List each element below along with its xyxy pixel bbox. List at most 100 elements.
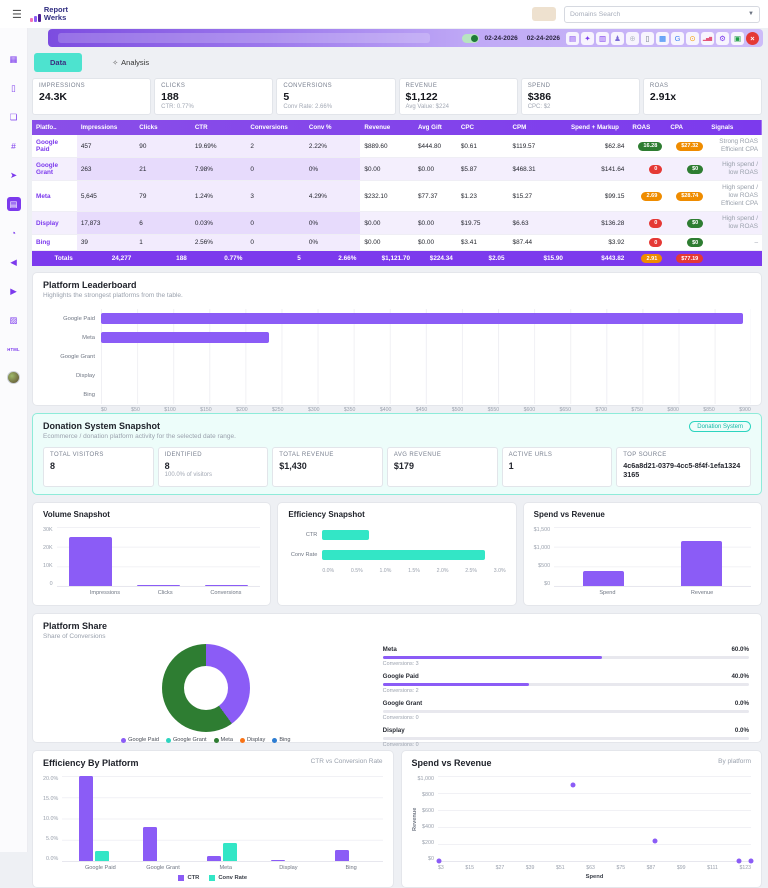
phone-icon[interactable]: ▯ — [641, 31, 654, 45]
legend-item-ctr[interactable]: CTR — [178, 875, 199, 881]
sidebar-item-video-icon[interactable]: ▶ — [10, 285, 17, 296]
col-header-avg-gift[interactable]: Avg Gift — [418, 124, 442, 131]
person-icon[interactable]: ♟ — [611, 31, 624, 45]
col-header-clicks[interactable]: Clicks — [139, 124, 158, 131]
bar-ctr[interactable] — [207, 855, 222, 861]
legend-item-google-paid[interactable]: Google Paid — [121, 737, 159, 743]
sidebar-item-cursor-icon[interactable]: ➤ — [9, 169, 18, 180]
sidebar-item-image-icon[interactable]: ▨ — [9, 314, 18, 325]
gear-icon[interactable]: ⚙ — [716, 31, 729, 45]
cell-cpc: $5.87 — [456, 157, 509, 181]
date-start[interactable]: 02-24-2026 — [484, 34, 518, 42]
chevron-down-icon[interactable]: ▼ — [748, 11, 754, 17]
google-icon[interactable]: G — [671, 31, 684, 45]
table-header-row: Platfo.. Impressions Clicks CTR Conversions C… — [32, 120, 762, 135]
key-icon[interactable]: ✦ — [581, 31, 594, 45]
col-header-signals[interactable]: Signals — [711, 124, 734, 131]
x-axis: Google Paid Google Grant Meta Display Bing — [69, 865, 383, 871]
data-point-bing[interactable] — [436, 858, 442, 864]
sidebar-item-chat-icon[interactable]: ❏ — [9, 111, 18, 122]
globe-icon[interactable]: ⊕ — [626, 31, 639, 45]
sidebar-item-dashboard-icon[interactable]: ▦ — [9, 53, 18, 64]
wallet-icon[interactable]: ▥ — [596, 31, 609, 45]
billing-card-icon[interactable]: ▤ — [566, 31, 579, 45]
data-point-google-paid[interactable] — [570, 782, 576, 788]
legend-swatch — [209, 875, 216, 881]
cell-conv_pct: 4.29% — [304, 180, 361, 212]
col-header-conversions[interactable]: Conversions — [250, 124, 288, 131]
search-input[interactable] — [570, 10, 745, 18]
col-header-conv-[interactable]: Conv % — [308, 124, 332, 131]
legend-item-display[interactable]: Display — [239, 737, 265, 743]
y-tick: 20K — [43, 545, 53, 551]
legend-item-bing[interactable]: Bing — [272, 737, 291, 743]
table-body: Google Paid 457 90 19.69% 2 2.22% $889.60 $444.… — [32, 135, 762, 266]
sidebar-item-html-icon[interactable]: HTML — [7, 346, 20, 352]
col-header-platfo-[interactable]: Platfo.. — [36, 124, 57, 131]
roas-badge: 2.69 — [641, 191, 663, 201]
bar-revenue[interactable] — [681, 541, 723, 586]
bar-ctr[interactable] — [322, 530, 370, 540]
bar-ctr[interactable] — [143, 826, 158, 861]
col-header-ctr[interactable]: CTR — [194, 124, 208, 131]
data-point-meta[interactable] — [652, 838, 658, 844]
tab-data[interactable]: Data — [34, 53, 83, 72]
user-avatar[interactable] — [7, 371, 20, 384]
bar-conv-rate[interactable] — [95, 851, 110, 861]
col-header-roas[interactable]: ROAS — [632, 124, 651, 131]
col-header-cpc[interactable]: CPC — [460, 124, 474, 131]
x-tick: $39 — [525, 865, 535, 871]
table-row: Bing 39 1 2.56% 0 0% $0.00 $0.00 $3.41 $87.44 $3.9… — [32, 234, 762, 251]
meta-icon[interactable]: ▦ — [656, 31, 669, 45]
bar[interactable] — [101, 313, 744, 324]
legend-item-conv-rate[interactable]: Conv Rate — [209, 875, 247, 881]
cell-platform[interactable]: Bing — [32, 234, 77, 251]
hamburger-menu-icon[interactable]: ☰ — [12, 8, 22, 21]
tab-label: Data — [50, 58, 67, 67]
bar-slot — [574, 527, 633, 586]
col-header-cpm[interactable]: CPM — [512, 124, 527, 131]
sidebar-item-filters-icon[interactable]: # — [11, 141, 16, 151]
bar-ctr[interactable] — [79, 776, 94, 861]
col-header-cpa[interactable]: CPA — [670, 124, 683, 131]
app-logo[interactable]: Report Werks — [29, 6, 68, 22]
data-point-google-grant[interactable] — [748, 858, 754, 864]
save-icon[interactable]: ▣ — [731, 31, 744, 45]
legend-item-google-grant[interactable]: Google Grant — [165, 737, 207, 743]
col-header-revenue[interactable]: Revenue — [364, 124, 391, 131]
cell-platform[interactable]: Meta — [32, 180, 77, 212]
bar-ctr[interactable] — [271, 860, 286, 861]
bar-label: Conv Rate — [290, 552, 318, 558]
bar-conv-rate[interactable] — [322, 550, 485, 560]
close-icon[interactable]: × — [746, 31, 759, 45]
tab-analysis[interactable]: ✧ Analysis — [96, 53, 165, 72]
cell-platform[interactable]: Google Paid — [32, 135, 77, 158]
leaderboard-plot: Google Paid Meta Google Grant Display Bing — [60, 309, 751, 404]
y-tick: $0 — [544, 581, 551, 587]
cell-platform[interactable]: Display — [32, 211, 77, 235]
sidebar-item-device-panel-icon[interactable]: ▯ — [11, 82, 16, 93]
chart-icon[interactable]: ▂▅▇ — [701, 31, 714, 45]
x-tick: $450 — [415, 407, 428, 413]
date-end[interactable]: 02-24-2026 — [526, 34, 560, 42]
bar-clicks[interactable] — [137, 585, 180, 586]
bar[interactable] — [101, 332, 269, 343]
x-tick: 2.0% — [436, 568, 449, 574]
sidebar-item-megaphone-icon[interactable]: ◀ — [10, 256, 17, 267]
search-lens-icon[interactable]: ⊙ — [686, 31, 699, 45]
x-axis: Spend Revenue — [562, 590, 751, 596]
sidebar-item-card-icon[interactable]: ▤ — [6, 197, 21, 211]
bar-conversions[interactable] — [204, 585, 248, 586]
domains-search-box[interactable]: ▼ — [564, 5, 760, 23]
col-header-impressions[interactable]: Impressions — [80, 124, 118, 131]
bar-impressions[interactable] — [69, 537, 112, 586]
cell-cpm: $6.63 — [508, 211, 567, 235]
legend-item-meta[interactable]: Meta — [213, 737, 233, 743]
data-point-display[interactable] — [736, 858, 742, 864]
cell-signals: High spend / low ROAS — [707, 211, 762, 235]
sidebar-item-clock-icon[interactable]: ◔ — [10, 228, 17, 238]
cell-platform[interactable]: Google Grant — [32, 157, 77, 181]
col-header-spend-markup[interactable]: Spend + Markup — [570, 124, 619, 131]
bar-spend[interactable] — [582, 570, 625, 586]
toggle-switch[interactable] — [461, 33, 479, 43]
